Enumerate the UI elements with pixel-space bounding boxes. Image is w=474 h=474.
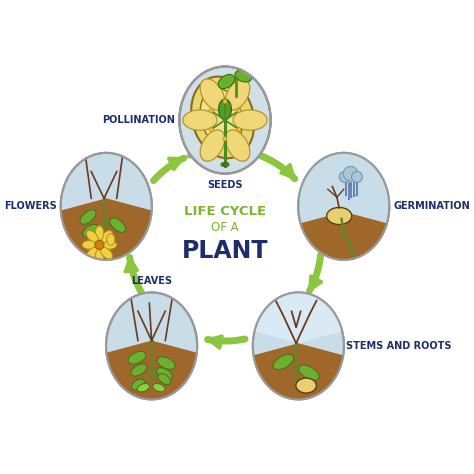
- Ellipse shape: [83, 224, 98, 237]
- Circle shape: [351, 196, 352, 198]
- Ellipse shape: [80, 210, 96, 224]
- Ellipse shape: [180, 66, 271, 173]
- Ellipse shape: [82, 241, 97, 249]
- Ellipse shape: [131, 379, 145, 390]
- Ellipse shape: [102, 241, 117, 249]
- Ellipse shape: [273, 355, 294, 370]
- Ellipse shape: [327, 208, 352, 225]
- Text: GERMINATION: GERMINATION: [393, 201, 470, 211]
- Ellipse shape: [131, 364, 147, 376]
- Wedge shape: [282, 212, 406, 276]
- Circle shape: [223, 137, 227, 141]
- Wedge shape: [39, 198, 173, 268]
- Circle shape: [209, 109, 213, 113]
- Text: LEAVES: LEAVES: [131, 276, 172, 286]
- Text: STEMS AND ROOTS: STEMS AND ROOTS: [346, 341, 451, 351]
- Ellipse shape: [200, 79, 225, 110]
- Ellipse shape: [183, 110, 217, 130]
- Circle shape: [353, 195, 355, 197]
- Ellipse shape: [107, 234, 115, 246]
- Wedge shape: [231, 273, 365, 343]
- Ellipse shape: [219, 99, 231, 119]
- Ellipse shape: [109, 218, 126, 232]
- Ellipse shape: [225, 130, 250, 161]
- Ellipse shape: [200, 89, 243, 146]
- Circle shape: [95, 240, 104, 249]
- Circle shape: [343, 166, 358, 181]
- Ellipse shape: [137, 383, 149, 392]
- Ellipse shape: [191, 77, 255, 158]
- Circle shape: [226, 163, 229, 166]
- Circle shape: [345, 194, 347, 196]
- Wedge shape: [282, 147, 406, 212]
- Circle shape: [209, 128, 213, 131]
- Ellipse shape: [100, 230, 112, 243]
- Circle shape: [348, 198, 350, 200]
- Ellipse shape: [298, 153, 389, 260]
- Circle shape: [223, 163, 227, 166]
- Ellipse shape: [86, 230, 98, 243]
- Ellipse shape: [95, 226, 104, 240]
- Ellipse shape: [299, 365, 319, 380]
- Ellipse shape: [235, 70, 252, 82]
- Ellipse shape: [253, 292, 344, 400]
- Text: FLOWERS: FLOWERS: [4, 201, 57, 211]
- Circle shape: [352, 172, 363, 182]
- Circle shape: [237, 109, 241, 113]
- Ellipse shape: [95, 249, 104, 264]
- Circle shape: [339, 172, 350, 182]
- Ellipse shape: [180, 66, 271, 173]
- Ellipse shape: [153, 383, 165, 392]
- Ellipse shape: [233, 110, 267, 130]
- Ellipse shape: [106, 292, 197, 400]
- Circle shape: [356, 194, 357, 196]
- Text: POLLINATION: POLLINATION: [102, 115, 175, 125]
- Ellipse shape: [225, 79, 250, 110]
- Ellipse shape: [200, 130, 225, 161]
- Ellipse shape: [61, 153, 152, 260]
- Ellipse shape: [296, 378, 316, 393]
- Circle shape: [223, 99, 227, 103]
- Ellipse shape: [100, 247, 112, 259]
- Ellipse shape: [128, 351, 146, 364]
- Text: LIFE CYCLE: LIFE CYCLE: [184, 205, 266, 218]
- Circle shape: [237, 128, 241, 131]
- Wedge shape: [84, 341, 219, 410]
- Ellipse shape: [156, 368, 172, 380]
- Text: SEEDS: SEEDS: [207, 180, 243, 190]
- Ellipse shape: [158, 374, 171, 384]
- Text: OF A: OF A: [211, 220, 239, 234]
- Circle shape: [221, 163, 225, 166]
- Ellipse shape: [86, 247, 98, 259]
- Wedge shape: [231, 343, 365, 413]
- Ellipse shape: [157, 357, 175, 369]
- Ellipse shape: [218, 74, 235, 89]
- Text: PLANT: PLANT: [182, 239, 268, 263]
